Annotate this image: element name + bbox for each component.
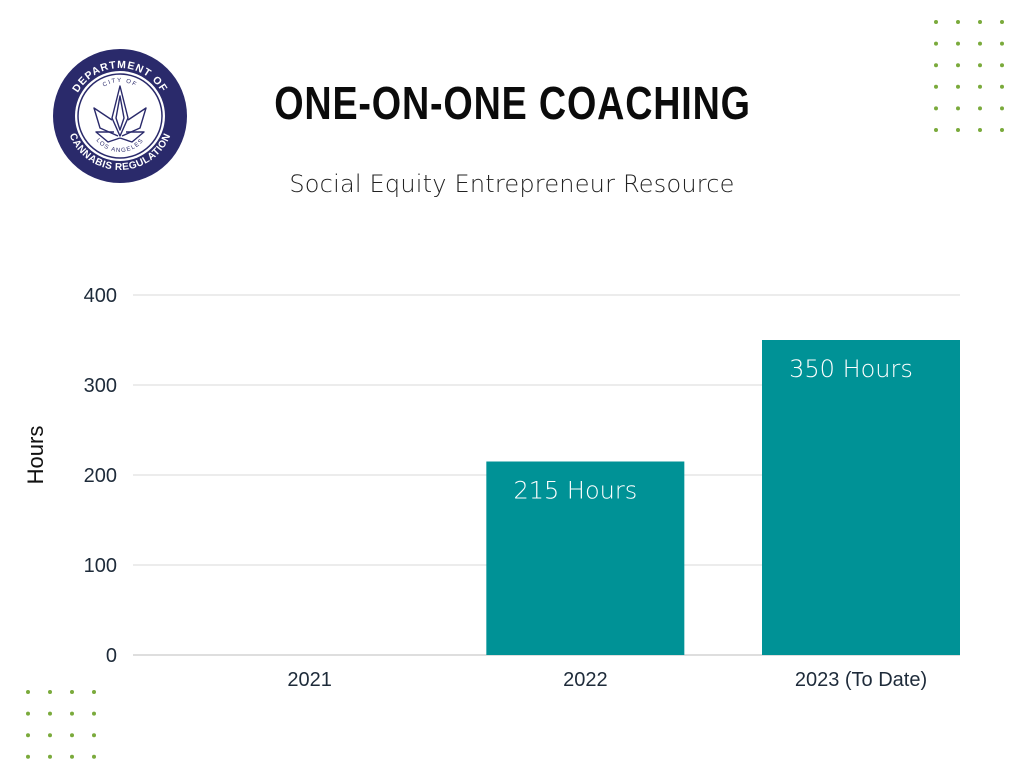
decorative-dot [48, 733, 52, 738]
decorative-dot [978, 84, 982, 89]
y-axis-ticks: 0 100 200 300 400 [84, 285, 117, 667]
decorative-dot [978, 63, 982, 68]
page-subtitle: Social Equity Entrepreneur Resource [289, 170, 735, 198]
decorative-dot [956, 106, 960, 111]
decorative-dot-grid-bottom-left [26, 690, 96, 759]
decorative-dot-grid-top-right [934, 20, 1004, 132]
decorative-dot [70, 711, 74, 716]
y-tick-label: 200 [84, 465, 117, 487]
decorative-dot [978, 20, 982, 24]
decorative-dot [92, 733, 96, 738]
bar-data-label: 350 Hours [789, 355, 913, 383]
decorative-dot [934, 20, 938, 24]
cannabis-leaf-icon [93, 85, 147, 143]
bar-data-label: 215 Hours [513, 477, 637, 505]
bar-3 [762, 340, 960, 655]
chart-bars [486, 340, 960, 655]
decorative-dot [70, 754, 74, 759]
decorative-dot [1000, 128, 1004, 132]
y-tick-label: 400 [84, 285, 117, 307]
decorative-dot [956, 84, 960, 89]
decorative-dot [48, 711, 52, 716]
decorative-dot [934, 106, 938, 111]
decorative-dot [978, 41, 982, 46]
decorative-dot [1000, 63, 1004, 68]
decorative-dot [48, 690, 52, 694]
decorative-dot [1000, 106, 1004, 111]
decorative-dot [934, 84, 938, 89]
x-tick-label: 2023 (To Date) [795, 669, 927, 691]
y-axis-label: Hours [23, 426, 48, 485]
x-axis-ticks: 2021 2022 2023 (To Date) [287, 669, 927, 691]
decorative-dot [26, 711, 30, 716]
decorative-dot [48, 754, 52, 759]
svg-text:CITY OF: CITY OF [102, 78, 138, 89]
decorative-dot [26, 733, 30, 738]
decorative-dot [956, 128, 960, 132]
y-tick-label: 0 [106, 645, 117, 667]
decorative-dot [26, 690, 30, 694]
seal-inner-top-text: CITY OF [102, 78, 137, 89]
page-title: ONE-ON-ONE COACHING [274, 77, 751, 129]
decorative-dot [70, 733, 74, 738]
decorative-dot [92, 711, 96, 716]
decorative-dot [92, 754, 96, 759]
decorative-dot [70, 690, 74, 694]
decorative-dot [978, 128, 982, 132]
y-tick-label: 100 [84, 555, 117, 577]
decorative-dot [956, 41, 960, 46]
decorative-dot [92, 690, 96, 694]
department-seal-logo: DEPARTMENT OF CANNABIS REGULATION CITY O… [53, 49, 187, 183]
y-tick-label: 300 [84, 375, 117, 397]
decorative-dot [1000, 84, 1004, 89]
seal-inner-disc [75, 71, 165, 161]
bar-2 [486, 461, 685, 655]
decorative-dot [26, 754, 30, 759]
decorative-dot [934, 41, 938, 46]
decorative-dot [934, 128, 938, 132]
decorative-dot [956, 20, 960, 24]
x-tick-label: 2021 [287, 669, 332, 691]
decorative-dot [978, 106, 982, 111]
decorative-dot [934, 63, 938, 68]
decorative-dot [1000, 41, 1004, 46]
decorative-dot [956, 63, 960, 68]
x-tick-label: 2022 [563, 669, 608, 691]
bar-data-labels: 215 Hours 350 Hours [513, 355, 912, 505]
decorative-dot [1000, 20, 1004, 24]
